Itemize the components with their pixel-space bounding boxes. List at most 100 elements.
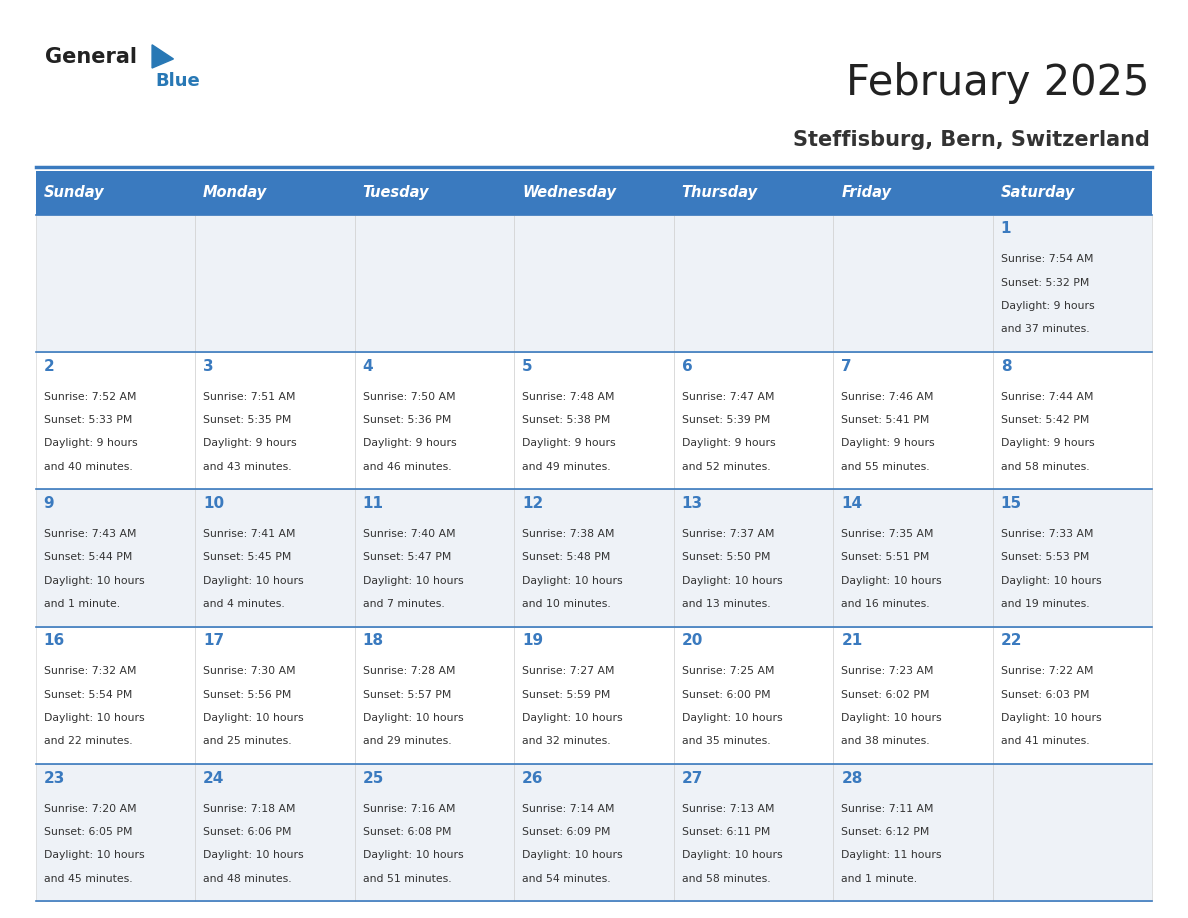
Text: and 35 minutes.: and 35 minutes. — [682, 736, 770, 746]
Text: Friday: Friday — [841, 185, 891, 200]
Text: Sunset: 5:59 PM: Sunset: 5:59 PM — [523, 689, 611, 700]
Text: and 45 minutes.: and 45 minutes. — [44, 874, 132, 884]
Bar — [355, 353, 514, 489]
Text: 18: 18 — [362, 633, 384, 648]
Text: and 16 minutes.: and 16 minutes. — [841, 599, 930, 609]
Text: 12: 12 — [523, 496, 543, 511]
Text: February 2025: February 2025 — [847, 62, 1150, 104]
Bar — [36, 489, 195, 627]
Text: Daylight: 9 hours: Daylight: 9 hours — [1000, 438, 1094, 448]
Text: and 58 minutes.: and 58 minutes. — [1000, 462, 1089, 472]
Bar — [36, 764, 195, 901]
Text: Sunset: 5:48 PM: Sunset: 5:48 PM — [523, 553, 611, 563]
Text: 3: 3 — [203, 359, 214, 374]
Text: and 48 minutes.: and 48 minutes. — [203, 874, 292, 884]
Bar — [355, 764, 514, 901]
Text: and 25 minutes.: and 25 minutes. — [203, 736, 292, 746]
Text: and 29 minutes.: and 29 minutes. — [362, 736, 451, 746]
Bar — [514, 627, 674, 764]
Text: Daylight: 10 hours: Daylight: 10 hours — [841, 576, 942, 586]
Text: Sunrise: 7:48 AM: Sunrise: 7:48 AM — [523, 392, 614, 401]
Text: Sunset: 5:57 PM: Sunset: 5:57 PM — [362, 689, 451, 700]
Text: Sunset: 5:47 PM: Sunset: 5:47 PM — [362, 553, 451, 563]
Bar — [514, 489, 674, 627]
Text: Thursday: Thursday — [682, 185, 758, 200]
Text: 5: 5 — [523, 359, 533, 374]
Text: Sunset: 5:51 PM: Sunset: 5:51 PM — [841, 553, 930, 563]
Text: Sunset: 5:53 PM: Sunset: 5:53 PM — [1000, 553, 1089, 563]
Text: 10: 10 — [203, 496, 225, 511]
Text: and 13 minutes.: and 13 minutes. — [682, 599, 770, 609]
Text: Sunrise: 7:27 AM: Sunrise: 7:27 AM — [523, 666, 614, 677]
Text: 27: 27 — [682, 770, 703, 786]
Text: 28: 28 — [841, 770, 862, 786]
Text: Sunrise: 7:14 AM: Sunrise: 7:14 AM — [523, 803, 614, 813]
Text: and 38 minutes.: and 38 minutes. — [841, 736, 930, 746]
Text: Daylight: 10 hours: Daylight: 10 hours — [44, 713, 144, 723]
Text: Sunset: 6:11 PM: Sunset: 6:11 PM — [682, 827, 770, 837]
Text: Daylight: 10 hours: Daylight: 10 hours — [362, 850, 463, 860]
Text: Daylight: 10 hours: Daylight: 10 hours — [1000, 576, 1101, 586]
Bar — [993, 353, 1152, 489]
Text: Sunrise: 7:32 AM: Sunrise: 7:32 AM — [44, 666, 137, 677]
Bar — [195, 489, 355, 627]
Text: 23: 23 — [44, 770, 65, 786]
Text: and 22 minutes.: and 22 minutes. — [44, 736, 132, 746]
Text: Daylight: 10 hours: Daylight: 10 hours — [682, 850, 783, 860]
Text: 16: 16 — [44, 633, 65, 648]
Text: Daylight: 10 hours: Daylight: 10 hours — [362, 576, 463, 586]
Text: 4: 4 — [362, 359, 373, 374]
Bar — [36, 215, 195, 353]
Bar — [514, 764, 674, 901]
Text: Sunrise: 7:47 AM: Sunrise: 7:47 AM — [682, 392, 775, 401]
Bar — [355, 489, 514, 627]
Bar — [36, 627, 195, 764]
Text: and 10 minutes.: and 10 minutes. — [523, 599, 611, 609]
Text: Blue: Blue — [156, 72, 201, 90]
Bar — [195, 215, 355, 353]
Bar — [36, 171, 195, 215]
Text: 7: 7 — [841, 359, 852, 374]
Bar — [355, 171, 514, 215]
Text: and 51 minutes.: and 51 minutes. — [362, 874, 451, 884]
Text: and 19 minutes.: and 19 minutes. — [1000, 599, 1089, 609]
Text: Sunset: 5:54 PM: Sunset: 5:54 PM — [44, 689, 132, 700]
Text: Sunrise: 7:11 AM: Sunrise: 7:11 AM — [841, 803, 934, 813]
Text: Sunset: 6:02 PM: Sunset: 6:02 PM — [841, 689, 930, 700]
Text: Sunrise: 7:28 AM: Sunrise: 7:28 AM — [362, 666, 455, 677]
Text: Sunrise: 7:30 AM: Sunrise: 7:30 AM — [203, 666, 296, 677]
Text: Daylight: 10 hours: Daylight: 10 hours — [682, 576, 783, 586]
Bar — [993, 627, 1152, 764]
Text: Sunset: 6:08 PM: Sunset: 6:08 PM — [362, 827, 451, 837]
Bar — [674, 764, 833, 901]
Bar — [355, 627, 514, 764]
Bar — [355, 215, 514, 353]
Text: Daylight: 9 hours: Daylight: 9 hours — [44, 438, 138, 448]
Text: 25: 25 — [362, 770, 384, 786]
Text: Sunset: 5:36 PM: Sunset: 5:36 PM — [362, 415, 451, 425]
Text: Daylight: 10 hours: Daylight: 10 hours — [44, 850, 144, 860]
Text: Sunset: 6:09 PM: Sunset: 6:09 PM — [523, 827, 611, 837]
Bar — [993, 764, 1152, 901]
Text: Daylight: 10 hours: Daylight: 10 hours — [203, 713, 304, 723]
Text: Wednesday: Wednesday — [523, 185, 617, 200]
Text: Daylight: 9 hours: Daylight: 9 hours — [362, 438, 456, 448]
Text: Steffisburg, Bern, Switzerland: Steffisburg, Bern, Switzerland — [794, 129, 1150, 150]
Text: Daylight: 9 hours: Daylight: 9 hours — [203, 438, 297, 448]
Text: 19: 19 — [523, 633, 543, 648]
Text: and 41 minutes.: and 41 minutes. — [1000, 736, 1089, 746]
Text: Sunrise: 7:44 AM: Sunrise: 7:44 AM — [1000, 392, 1093, 401]
Bar — [195, 171, 355, 215]
Text: Sunrise: 7:33 AM: Sunrise: 7:33 AM — [1000, 529, 1093, 539]
Text: 8: 8 — [1000, 359, 1011, 374]
Text: 13: 13 — [682, 496, 703, 511]
Text: Sunrise: 7:20 AM: Sunrise: 7:20 AM — [44, 803, 137, 813]
Text: Sunday: Sunday — [44, 185, 105, 200]
Text: Sunrise: 7:25 AM: Sunrise: 7:25 AM — [682, 666, 775, 677]
Text: 21: 21 — [841, 633, 862, 648]
Bar — [674, 627, 833, 764]
Text: Daylight: 10 hours: Daylight: 10 hours — [523, 713, 623, 723]
Text: Sunrise: 7:43 AM: Sunrise: 7:43 AM — [44, 529, 137, 539]
Text: Daylight: 10 hours: Daylight: 10 hours — [203, 850, 304, 860]
Text: Sunset: 5:38 PM: Sunset: 5:38 PM — [523, 415, 611, 425]
